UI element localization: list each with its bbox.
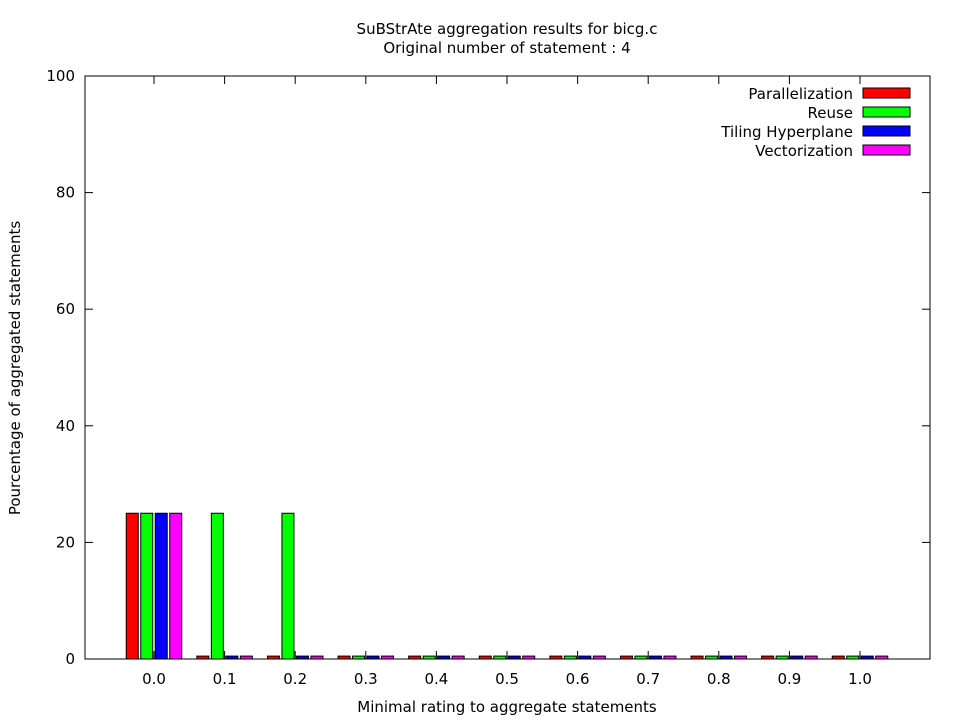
bar-reuse-0.0	[140, 512, 154, 660]
y-tick-label: 0	[65, 650, 75, 668]
x-tick-label: 0.2	[283, 670, 307, 688]
legend-swatch	[862, 144, 911, 156]
legend-swatch	[862, 87, 911, 99]
x-axis-label: Minimal rating to aggregate statements	[357, 698, 657, 716]
y-tick-label: 80	[56, 184, 75, 202]
x-tick-label: 0.5	[495, 670, 519, 688]
x-tick-label: 0.8	[707, 670, 731, 688]
bar-parallelization-0.0	[125, 512, 139, 660]
x-tick-label: 0.3	[354, 670, 378, 688]
bar-vectorization-0.0	[169, 512, 183, 660]
y-axis-label: Pourcentage of aggregated statements	[6, 221, 24, 515]
bars-layer	[125, 512, 889, 660]
chart-title: SuBStrAte aggregation results for bicg.c	[357, 20, 658, 38]
y-tick-label: 60	[56, 300, 75, 318]
ticks-layer: 0 20 40 60 80 100 0.0 0.1 0.2 0.3 0.4 0.5 0.6 0.7 0.8 0…	[46, 67, 930, 688]
x-tick-label: 0.1	[213, 670, 237, 688]
y-tick-label: 100	[46, 67, 75, 85]
x-tick-label: 0.6	[566, 670, 590, 688]
legend-label: Parallelization	[748, 85, 853, 103]
bar-tiling-hyperplane-0.0	[154, 512, 168, 660]
x-tick-label: 0.0	[142, 670, 166, 688]
x-tick-label: 0.4	[424, 670, 448, 688]
chart-subtitle: Original number of statement : 4	[383, 39, 630, 57]
bar-reuse-0.2	[281, 512, 295, 660]
y-tick-label: 40	[56, 417, 75, 435]
legend-swatch	[862, 106, 911, 118]
bar-reuse-0.1	[210, 512, 224, 660]
x-tick-label: 0.7	[636, 670, 660, 688]
legend-swatch	[862, 125, 911, 137]
plot-frame	[84, 75, 931, 660]
x-tick-label: 0.9	[777, 670, 801, 688]
legend-label: Vectorization	[755, 142, 853, 160]
y-tick-label: 20	[56, 533, 75, 551]
legend-label: Tiling Hyperplane	[720, 123, 853, 141]
legend-label: Reuse	[807, 104, 853, 122]
x-tick-label: 1.0	[848, 670, 872, 688]
